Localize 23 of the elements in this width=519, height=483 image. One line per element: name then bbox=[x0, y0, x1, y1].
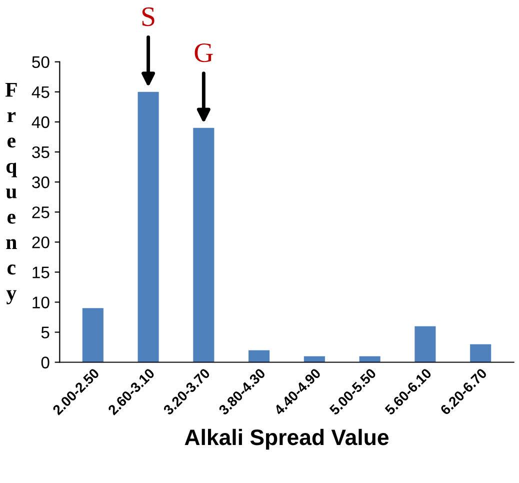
y-tick-label: 25 bbox=[32, 206, 50, 218]
bar bbox=[248, 350, 270, 362]
annotation: S bbox=[142, 7, 154, 26]
y-tick-label: 50 bbox=[32, 56, 50, 68]
x-axis-title: Alkali Spread Value bbox=[184, 428, 389, 450]
text: Frequency bbox=[5, 82, 18, 304]
y-tick-label: 15 bbox=[32, 266, 50, 278]
y-tick-label: 35 bbox=[32, 146, 50, 158]
y-tick-label: 40 bbox=[32, 116, 50, 128]
y-tick-label: 5 bbox=[41, 326, 50, 338]
y-tick-label: 0 bbox=[41, 356, 50, 368]
y-tick-label: 30 bbox=[32, 176, 50, 188]
bar bbox=[470, 344, 492, 362]
bar bbox=[304, 356, 325, 362]
bar bbox=[193, 128, 214, 362]
y-tick-label: 45 bbox=[32, 86, 50, 98]
bar bbox=[138, 92, 159, 362]
bar bbox=[82, 308, 104, 362]
annotation: G bbox=[194, 43, 213, 62]
y-tick-label: 20 bbox=[32, 236, 50, 248]
y-tick-label: 10 bbox=[32, 296, 50, 308]
bar bbox=[359, 356, 380, 362]
bar bbox=[414, 326, 436, 362]
